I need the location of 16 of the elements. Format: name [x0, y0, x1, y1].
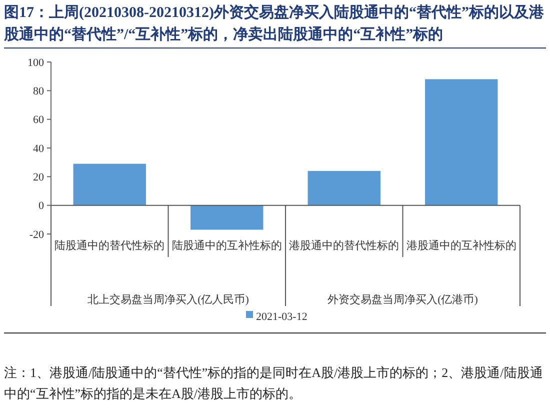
y-tick-label: 60	[33, 114, 44, 126]
x-tick-label: 陆股通中的替代性标的	[54, 239, 165, 252]
y-tick-label: 40	[33, 142, 44, 155]
text: 北上交易盘当周净买入(亿人民币)	[88, 293, 250, 306]
y-tick-label: 0	[38, 200, 44, 212]
text: 注：1、港股通/陆股通中的“替代性”标的指的是同时在A股/港股上市的标的；2、港股通/陆股通中的“互补性”标的指的是未在A股/港股上市的标的。	[4, 364, 544, 403]
y-tick-label: 20	[33, 172, 44, 184]
y-tick-label: -20	[29, 228, 44, 241]
y-tick-label: 100	[28, 56, 44, 69]
x-tick-label: 港股通中的替代性标的	[289, 239, 400, 252]
legend-label: 2021-03-12	[256, 310, 308, 323]
x-tick-label: 陆股通中的互补性标的	[172, 239, 282, 252]
chart-title: 图17：上周(20210308-20210312)外资交易盘净买入陆股通中的“替代性”标的以及港股通中的“替代性”/“互补性”标的，净卖出陆股通中的“互补性”标的	[4, 3, 545, 45]
text: 外资交易盘当周净买入(亿港币)	[328, 293, 478, 306]
y-tick-label: 80	[33, 86, 44, 98]
x-tick-label: 港股通中的互补性标的	[406, 239, 516, 252]
